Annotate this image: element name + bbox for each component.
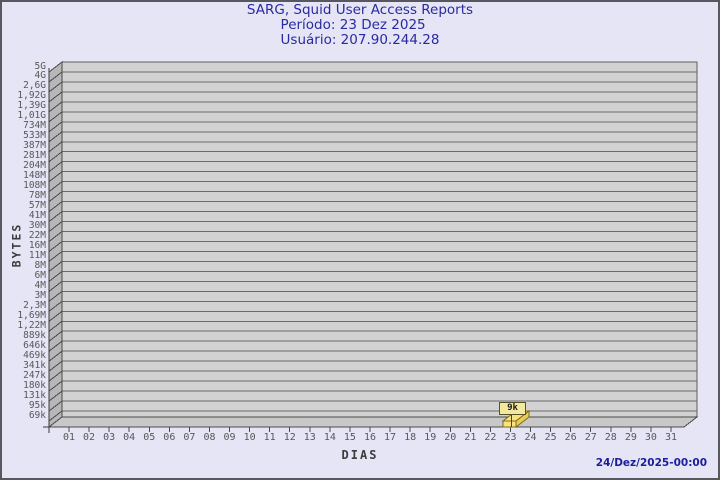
y-tick-label: 95k: [28, 399, 46, 411]
x-tick-label: 31: [664, 432, 678, 443]
y-tick-label: 646k: [23, 339, 46, 351]
y-tick-label: 1,39G: [17, 100, 46, 112]
y-tick-label: 180k: [23, 379, 46, 391]
y-tick-label: 8M: [34, 259, 46, 271]
y-tick-label: 1,01G: [17, 110, 46, 122]
x-tick-label: 27: [584, 432, 597, 443]
y-tick-label: 78M: [28, 190, 46, 202]
y-tick-label: 387M: [23, 140, 46, 152]
y-tick-label: 1,22M: [17, 319, 46, 331]
x-tick-label: 02: [83, 432, 96, 443]
y-tick-label: 734M: [23, 120, 46, 132]
y-tick-label: 341k: [23, 359, 46, 371]
x-tick-label: 05: [143, 432, 156, 443]
x-tick-label: 18: [404, 432, 417, 443]
x-tick-label: 08: [203, 432, 216, 443]
x-tick-label: 26: [564, 432, 577, 443]
y-tick-label: 3M: [34, 289, 46, 301]
y-tick-label: 469k: [23, 349, 46, 361]
y-tick-label: 16M: [28, 239, 46, 251]
x-tick-label: 14: [323, 432, 336, 443]
y-tick-label: 4G: [34, 70, 46, 82]
generated-timestamp: 24/Dez/2025-00:00: [595, 457, 707, 469]
bar-value-label: 9k: [499, 402, 526, 415]
gridlines: [62, 71, 697, 412]
x-tick-label: 19: [424, 432, 437, 443]
x-tick-label: 06: [163, 432, 176, 443]
x-tick-label: 11: [263, 432, 276, 443]
chart-title: SARG, Squid User Access Reports: [246, 2, 474, 18]
y-tick-label: 5G: [34, 60, 46, 72]
y-tick-label: 1,92G: [17, 90, 46, 102]
y-tick-label: 22M: [28, 230, 46, 241]
x-tick-label: 07: [183, 432, 196, 443]
x-tick-label: 20: [444, 432, 457, 443]
x-tick-label: 24: [524, 432, 537, 443]
x-tick-label: 28: [604, 432, 617, 443]
floor-3d: [47, 416, 699, 428]
x-tick-label: 17: [384, 432, 397, 443]
x-tick-label: 13: [303, 432, 316, 443]
x-tick-label: 23: [504, 432, 517, 443]
y-tick-label: 204M: [23, 160, 46, 172]
x-tick-label: 15: [343, 432, 356, 443]
chart-subtitle-block: Período: 23 Dez 2025 Usuário: 207.90.244…: [281, 18, 440, 48]
x-tick-label: 21: [464, 432, 477, 443]
plot-area: [61, 61, 698, 418]
x-tick-label: 09: [223, 432, 236, 443]
y-tick-label: 57M: [28, 200, 46, 212]
y-tick-label: 889k: [23, 329, 46, 341]
y-axis-title: BYTES: [9, 222, 23, 267]
x-tick-label: 10: [243, 432, 256, 443]
x-tick-label: 12: [283, 432, 296, 443]
x-axis-title: DIAS: [341, 448, 379, 462]
y-tick-label: 108M: [23, 180, 46, 192]
chart-title-block: SARG, Squid User Access Reports Período:…: [0, 3, 720, 48]
x-tick-label: 03: [103, 432, 116, 443]
x-tick-marks: [68, 427, 672, 432]
y-tick-label: 11M: [28, 249, 46, 261]
y-tick-label: 131k: [23, 389, 46, 401]
x-tick-label: 25: [544, 432, 557, 443]
y-tick-label: 148M: [23, 170, 46, 182]
x-tick-label: 01: [62, 432, 76, 443]
y-tick-label: 1,69M: [17, 309, 46, 321]
x-tick-label: 29: [624, 432, 637, 443]
y-tick-label: 281M: [23, 150, 46, 162]
x-tick-label: 30: [644, 432, 657, 443]
x-tick-label: 04: [123, 432, 136, 443]
x-tick-label: 16: [363, 432, 377, 443]
y-tick-label: 69k: [28, 409, 46, 421]
y-tick-label: 41M: [28, 210, 46, 222]
y-tick-label: 533M: [23, 130, 46, 142]
y-tick-label: 2,6G: [23, 80, 46, 92]
y-tick-label: 30M: [28, 220, 46, 232]
chart-period: Período: 23 Dez 2025: [280, 17, 426, 33]
chart-user: Usuário: 207.90.244.28: [280, 32, 440, 48]
y-tick-label: 4M: [34, 279, 46, 291]
y-tick-marks: [48, 61, 63, 422]
x-tick-label: 22: [484, 432, 497, 443]
y-tick-label: 247k: [23, 369, 46, 381]
y-tick-label: 6M: [34, 269, 46, 281]
y-tick-label: 2,3M: [23, 299, 46, 311]
